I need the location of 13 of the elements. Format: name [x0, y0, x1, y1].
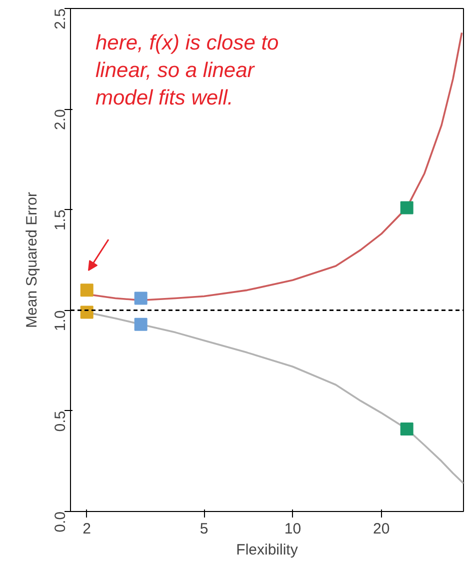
y-tick-label: 2.5 — [52, 8, 69, 30]
x-tick-label: 5 — [200, 520, 208, 538]
y-tick-label: 0.5 — [52, 410, 69, 432]
y-tick-label: 2.0 — [52, 109, 69, 130]
x-tick-label: 10 — [284, 520, 302, 538]
y-tick-label: 0.0 — [52, 511, 69, 532]
y-axis-title: Mean Squared Error — [24, 192, 40, 328]
x-axis-title: Flexibility — [236, 542, 298, 558]
x-tick-label: 2 — [82, 520, 92, 538]
y-tick-label: 1.5 — [52, 210, 69, 231]
x-tick-label: 20 — [373, 520, 390, 538]
y-tick-label: 1.0 — [52, 310, 69, 332]
annotation: here, f(x) is close to linear, so a linear model fits well. — [96, 32, 280, 110]
